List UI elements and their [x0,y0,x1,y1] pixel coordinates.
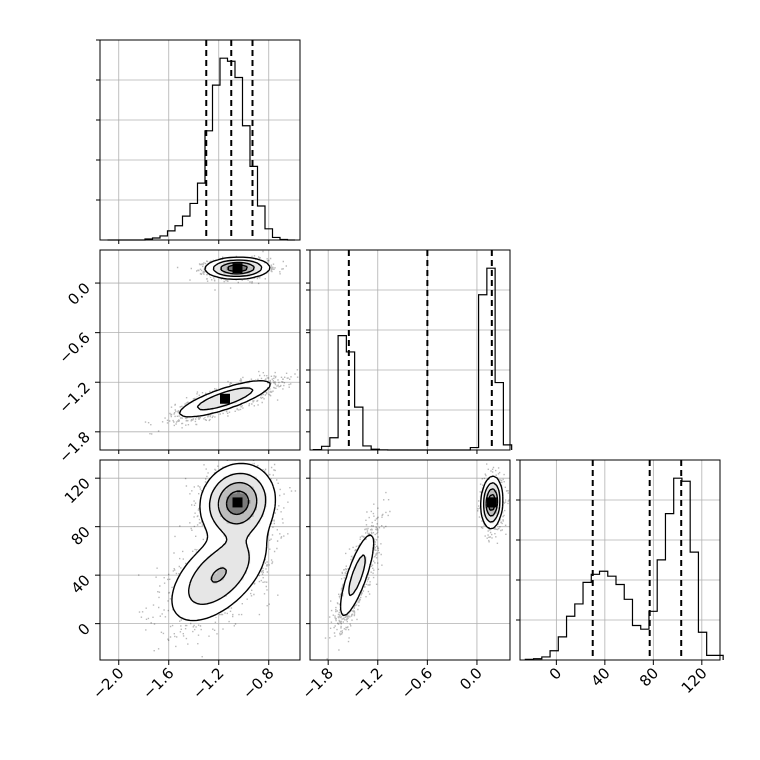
contour-line-3 [225,490,250,516]
histogram-panel-p2 [516,459,724,661]
panel-frame-p0 [99,39,301,241]
histogram-panel-p1 [306,249,513,451]
ytick-label-p2-0: 0 [74,620,93,639]
ytick-label-p1-2: −0.6 [55,329,93,367]
xtick-label-p0-2: −1.2 [189,664,227,702]
contour-line-1 [348,482,501,597]
contour-line-0 [171,462,277,622]
ytick-label-p2-1: 40 [68,571,94,597]
scatter-grid-p1-p2 [310,460,510,660]
scatter-panel-p0-p1 [99,249,301,451]
scatter-panel-p1-p2 [309,459,511,661]
density-band-0 [173,463,277,621]
xtick-label-p0-3: −0.8 [239,664,277,702]
contour-line-1 [196,259,263,411]
contour-line-2 [210,481,258,583]
density-band-0 [180,256,271,417]
histogram-panel-p0 [96,39,301,241]
contour-line-0 [178,256,271,418]
histogram-steps-p0 [107,57,295,241]
peak-marker [220,393,230,404]
density-band-1 [190,473,267,604]
scatter-panel-p0-p2 [99,459,301,661]
sample-points [144,250,299,435]
histogram-grid-p0 [100,40,300,240]
contour-line-2 [220,261,255,275]
histogram-grid-p1 [310,250,510,450]
ytick-label-p2-2: 80 [68,523,94,549]
xtick-label-p0-1: −1.6 [139,664,177,702]
ytick-label-p1-3: 0.0 [64,279,94,309]
xtick-label-p2-0: 0 [546,664,565,683]
xtick-label-p0-0: −2.0 [89,664,127,702]
xtick-label-p1-0: −1.8 [299,664,337,702]
panel-frame-p2 [519,459,721,661]
ytick-label-p1-0: −1.8 [55,428,93,466]
density-band-0 [340,476,504,614]
ytick-label-p1-1: −1.2 [55,378,93,416]
contour-line-2 [485,488,499,517]
histogram-grid-p2 [520,460,720,660]
scatter-grid-p0-p1 [100,250,300,450]
xtick-label-p1-3: 0.0 [456,664,486,694]
density-band-2 [210,483,257,584]
xtick-label-p2-3: 120 [678,664,711,697]
peak-marker [232,263,243,274]
histogram-steps-p2 [524,477,724,660]
contour-line-1 [188,472,267,605]
xtick-label-p1-2: −0.6 [398,664,436,702]
panel-frame-p0-p2 [99,459,301,661]
xtick-label-p1-1: −1.2 [348,664,386,702]
histogram-steps-p1 [312,267,513,451]
contour-line-0 [339,475,504,617]
ytick-label-p2-3: 120 [61,474,94,507]
peak-marker [486,497,497,508]
xtick-label-p2-1: 40 [587,664,613,690]
panel-frame-p1 [309,249,511,451]
panel-frame-p1-p2 [309,459,511,661]
xtick-label-p2-2: 80 [636,664,662,690]
peak-marker [232,497,243,508]
panel-frame-p0-p1 [99,249,301,451]
